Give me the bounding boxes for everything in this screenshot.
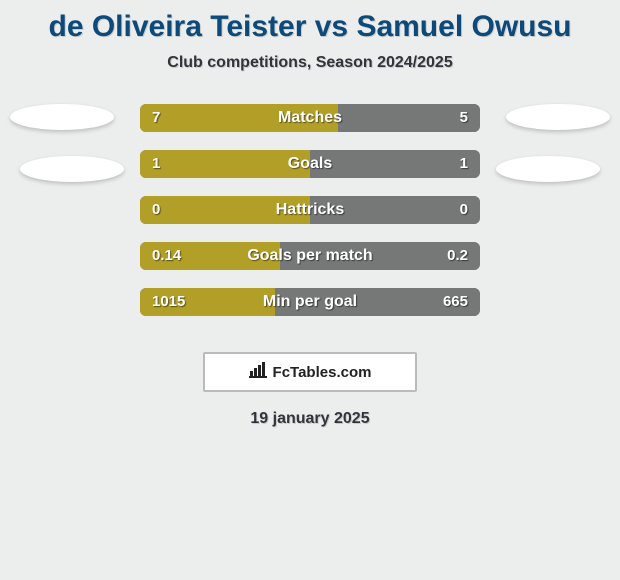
stat-value-left: 7 — [152, 104, 160, 132]
attribution-text: FcTables.com — [273, 364, 372, 381]
stat-bar-right — [310, 196, 480, 224]
stat-bar-track — [140, 288, 480, 316]
stat-row: 1015665Min per goal — [0, 288, 620, 334]
stat-value-right: 0.2 — [447, 242, 468, 270]
stat-value-left: 1015 — [152, 288, 185, 316]
stat-bar-left — [140, 104, 338, 132]
stat-bar-left — [140, 150, 310, 178]
stat-value-left: 0.14 — [152, 242, 181, 270]
stat-bar-track — [140, 104, 480, 132]
stat-value-right: 1 — [460, 150, 468, 178]
stats-area: 75Matches11Goals00Hattricks0.140.2Goals … — [0, 104, 620, 334]
stat-value-right: 5 — [460, 104, 468, 132]
stat-bar-track — [140, 242, 480, 270]
stat-bar-track — [140, 196, 480, 224]
stat-value-right: 665 — [443, 288, 468, 316]
stat-rows: 75Matches11Goals00Hattricks0.140.2Goals … — [0, 104, 620, 334]
attribution-box: FcTables.com — [203, 352, 417, 392]
stat-value-left: 1 — [152, 150, 160, 178]
stat-value-right: 0 — [460, 196, 468, 224]
page-title: de Oliveira Teister vs Samuel Owusu — [0, 0, 620, 44]
subtitle: Club competitions, Season 2024/2025 — [0, 54, 620, 72]
date-text: 19 january 2025 — [0, 410, 620, 428]
comparison-infographic: de Oliveira Teister vs Samuel Owusu Club… — [0, 0, 620, 580]
stat-row: 0.140.2Goals per match — [0, 242, 620, 288]
stat-row: 75Matches — [0, 104, 620, 150]
stat-bar-right — [310, 150, 480, 178]
stat-bar-left — [140, 196, 310, 224]
stat-row: 11Goals — [0, 150, 620, 196]
stat-value-left: 0 — [152, 196, 160, 224]
bar-chart-icon — [249, 362, 267, 383]
stat-bar-track — [140, 150, 480, 178]
stat-row: 00Hattricks — [0, 196, 620, 242]
